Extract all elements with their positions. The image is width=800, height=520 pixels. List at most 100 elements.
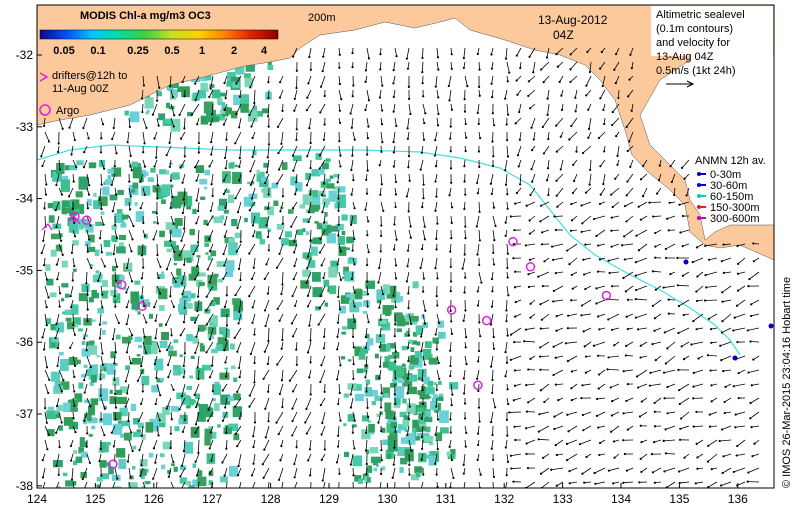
- chl-pixel: [254, 111, 264, 117]
- velocity-arrow-head: [581, 413, 584, 417]
- chl-pixel: [171, 195, 182, 209]
- velocity-arrow-head: [239, 240, 242, 243]
- chl-pixel: [109, 194, 118, 201]
- velocity-arrow: [321, 257, 326, 266]
- velocity-arrow-head: [578, 443, 582, 446]
- velocity-arrow-head: [435, 473, 438, 476]
- velocity-arrow: [197, 481, 200, 488]
- velocity-arrow-head: [615, 53, 618, 56]
- velocity-arrow: [170, 327, 173, 336]
- chl-pixel: [115, 389, 122, 396]
- chl-pixel: [393, 397, 401, 405]
- velocity-arrow-head: [140, 296, 143, 299]
- velocity-arrow: [434, 453, 438, 464]
- velocity-arrow-head: [681, 214, 685, 218]
- chl-pixel: [45, 264, 51, 271]
- chl-pixel: [116, 209, 123, 214]
- chl-pixel: [419, 391, 430, 400]
- chl-pixel: [336, 194, 346, 208]
- chl-pixel: [173, 250, 183, 261]
- chl-pixel: [326, 183, 335, 189]
- velocity-arrow: [44, 411, 48, 423]
- velocity-arrow: [128, 159, 133, 171]
- velocity-arrow-head: [57, 150, 60, 154]
- velocity-arrow: [58, 369, 64, 381]
- velocity-arrow: [209, 327, 214, 340]
- velocity-arrow-head: [171, 95, 174, 99]
- velocity-arrow: [223, 257, 228, 266]
- chl-pixel: [425, 386, 435, 395]
- velocity-arrow: [126, 313, 130, 325]
- colorbar-tick-label: 4: [261, 45, 268, 57]
- chl-pixel: [81, 283, 90, 293]
- velocity-arrow-head: [653, 425, 657, 428]
- velocity-arrow-head: [599, 67, 602, 70]
- velocity-arrow-head: [103, 407, 107, 410]
- velocity-arrow-head: [207, 408, 210, 411]
- velocity-arrow: [281, 369, 284, 381]
- velocity-arrow-head: [623, 235, 626, 238]
- velocity-arrow: [350, 103, 354, 114]
- velocity-arrow: [510, 355, 522, 361]
- velocity-arrow-head: [86, 308, 89, 311]
- velocity-arrow-head: [568, 138, 571, 141]
- chl-pixel: [346, 293, 352, 299]
- velocity-arrow-head: [392, 294, 395, 297]
- velocity-arrow-head: [462, 463, 465, 466]
- velocity-arrow: [525, 243, 536, 246]
- chl-pixel: [343, 393, 349, 398]
- velocity-arrow-head: [87, 238, 91, 241]
- velocity-arrow-head: [196, 241, 200, 244]
- velocity-arrow-head: [419, 168, 422, 171]
- velocity-arrow-head: [506, 113, 510, 116]
- chl-pixel: [250, 180, 255, 185]
- chl-pixel: [171, 241, 177, 247]
- velocity-arrow: [338, 383, 341, 394]
- velocity-arrow-head: [464, 193, 467, 196]
- velocity-arrow-head: [532, 71, 535, 74]
- chl-pixel: [294, 182, 303, 192]
- velocity-arrow-head: [225, 324, 229, 327]
- velocity-arrow-head: [405, 57, 409, 60]
- velocity-arrow: [420, 257, 424, 269]
- velocity-arrow: [100, 159, 105, 169]
- velocity-arrow-head: [420, 417, 423, 420]
- velocity-arrow-head: [669, 165, 672, 168]
- velocity-arrow: [366, 243, 370, 253]
- velocity-arrow: [183, 439, 186, 452]
- chl-pixel: [215, 113, 226, 121]
- velocity-arrow-head: [622, 370, 625, 373]
- chl-pixel: [210, 431, 217, 439]
- velocity-arrow: [506, 299, 508, 311]
- chl-pixel: [415, 471, 421, 478]
- velocity-arrow-head: [585, 84, 588, 87]
- velocity-arrow: [72, 173, 75, 182]
- chl-pixel: [137, 295, 145, 304]
- velocity-arrow-head: [366, 169, 369, 172]
- velocity-arrow: [722, 467, 732, 474]
- velocity-arrow-head: [518, 110, 521, 114]
- velocity-arrow-head: [566, 458, 569, 462]
- velocity-arrow: [337, 313, 340, 323]
- velocity-arrow: [392, 467, 396, 478]
- velocity-arrow-head: [519, 66, 522, 70]
- chl-pixel: [181, 395, 190, 405]
- velocity-arrow: [208, 89, 214, 98]
- velocity-arrow-head: [71, 279, 74, 282]
- velocity-arrow: [210, 117, 214, 125]
- colorbar: MODIS Chl-a mg/m3 OC3 0.05 0.1 0.25 0.5 1 2 4: [39, 10, 279, 57]
- chl-pixel: [165, 170, 170, 175]
- chl-pixel: [153, 221, 157, 224]
- velocity-arrow: [655, 355, 662, 361]
- velocity-arrow-head: [504, 97, 507, 100]
- velocity-arrow-head: [394, 180, 398, 184]
- velocity-arrow-head: [424, 309, 427, 312]
- velocity-arrow-head: [449, 374, 452, 378]
- velocity-arrow: [611, 215, 620, 219]
- velocity-arrow-head: [704, 273, 707, 277]
- chl-pixel: [390, 422, 398, 429]
- velocity-arrow-head: [434, 209, 437, 212]
- velocity-arrow-head: [509, 358, 512, 361]
- velocity-arrow: [691, 341, 704, 345]
- velocity-arrow-head: [195, 474, 199, 477]
